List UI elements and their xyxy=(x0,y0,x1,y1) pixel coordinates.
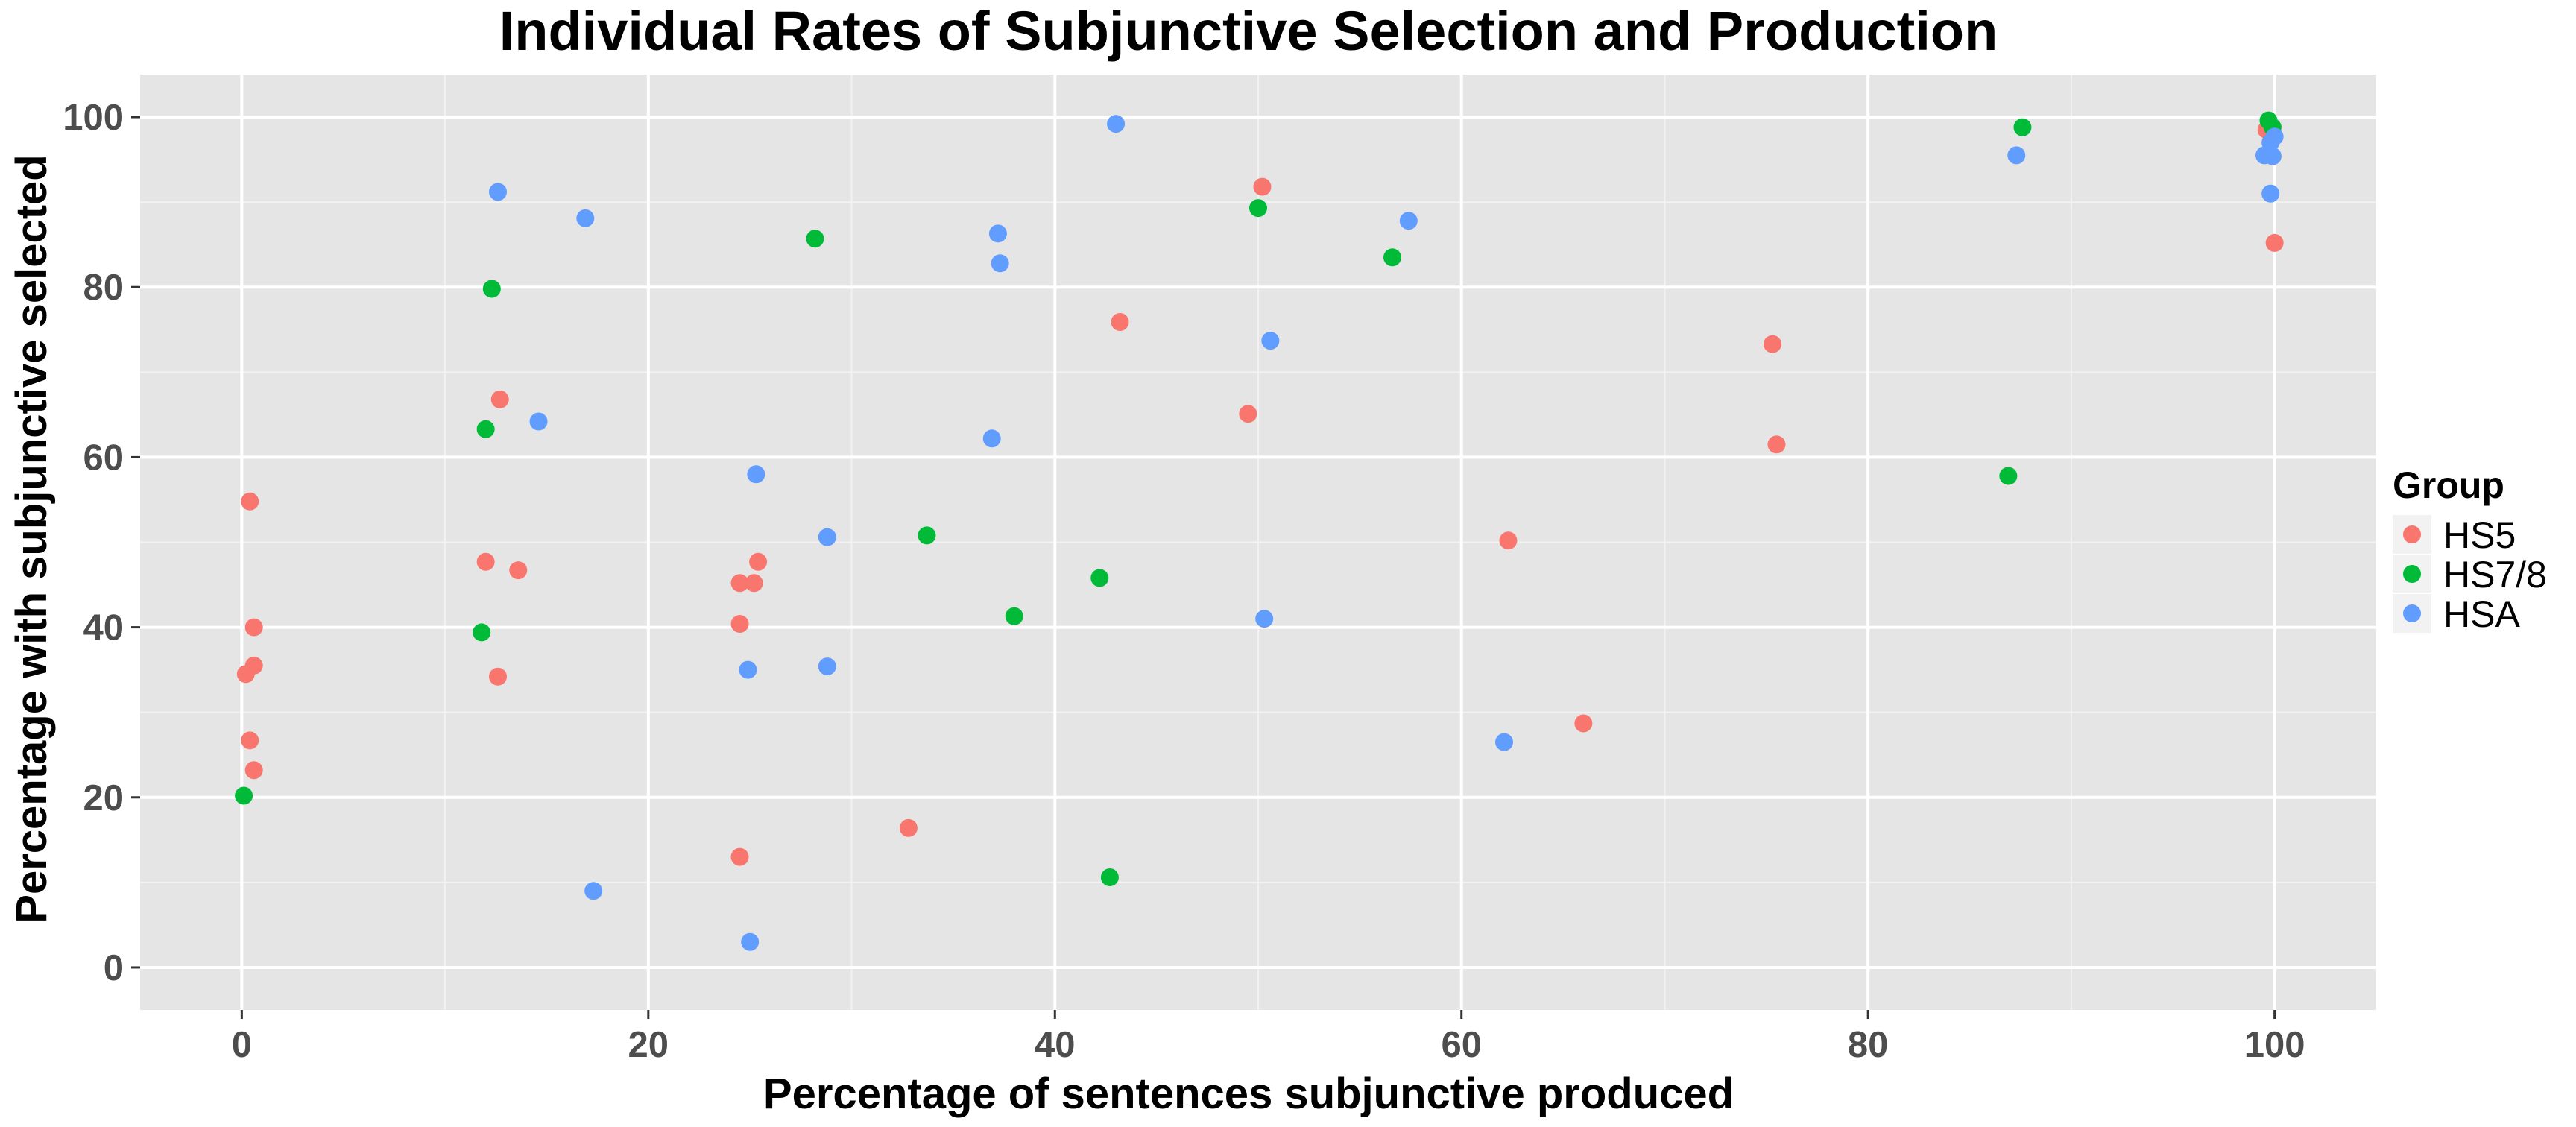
y-tick-label: 0 xyxy=(104,948,124,988)
data-point xyxy=(236,665,255,684)
data-point xyxy=(745,574,763,593)
y-tick-label: 20 xyxy=(83,778,124,818)
data-point xyxy=(749,552,768,571)
x-tick-label: 40 xyxy=(1035,1025,1076,1065)
chart-title: Individual Rates of Subjunctive Selectio… xyxy=(499,0,1998,62)
data-point xyxy=(244,618,263,637)
data-point xyxy=(991,254,1009,273)
legend-title: Group xyxy=(2393,464,2504,506)
data-point xyxy=(529,412,548,431)
data-point xyxy=(1399,212,1418,230)
y-tick-label: 100 xyxy=(63,98,124,138)
legend-label: HS7/8 xyxy=(2443,554,2547,596)
y-tick-label: 60 xyxy=(83,438,124,478)
data-point xyxy=(2263,147,2282,165)
x-axis: 0 20 40 60 80 100 xyxy=(232,1010,2305,1065)
data-point xyxy=(584,882,603,900)
data-point xyxy=(235,786,253,805)
data-point xyxy=(982,429,1001,448)
data-point xyxy=(576,209,595,227)
data-point xyxy=(1764,335,1781,353)
data-point xyxy=(2265,233,2284,252)
data-points xyxy=(235,111,2284,951)
data-point xyxy=(1253,177,1272,196)
data-point xyxy=(476,420,495,438)
data-point xyxy=(730,615,749,634)
data-point xyxy=(1495,733,1513,751)
data-point xyxy=(489,183,507,201)
data-point xyxy=(818,528,836,546)
data-point xyxy=(2261,184,2280,203)
data-point xyxy=(509,561,528,580)
x-axis-title: Percentage of sentences subjunctive prod… xyxy=(763,1070,1734,1118)
data-point xyxy=(1255,610,1274,628)
data-point xyxy=(806,230,824,248)
data-point xyxy=(1261,332,1280,350)
data-point xyxy=(1107,115,1126,133)
x-tick-label: 20 xyxy=(628,1025,669,1065)
data-point xyxy=(1999,467,2018,485)
data-point xyxy=(1767,435,1786,454)
y-tick-label: 40 xyxy=(83,608,124,648)
data-point xyxy=(739,660,757,679)
data-point xyxy=(1383,248,1401,267)
data-point xyxy=(2013,118,2032,136)
data-point xyxy=(489,667,507,686)
data-point xyxy=(1111,313,1129,332)
y-axis-title: Percentage with subjunctive selected xyxy=(7,154,56,923)
data-point xyxy=(918,526,936,545)
data-point xyxy=(730,574,749,593)
x-tick-label: 80 xyxy=(1848,1025,1889,1065)
grid-major xyxy=(140,75,2376,1010)
data-point xyxy=(1090,569,1109,587)
data-point xyxy=(244,761,263,780)
data-point xyxy=(490,390,509,408)
x-tick-label: 0 xyxy=(232,1025,252,1065)
data-point xyxy=(241,492,259,511)
data-point xyxy=(988,224,1007,243)
legend-label: HSA xyxy=(2443,593,2520,635)
data-point xyxy=(241,731,259,750)
x-tick-label: 60 xyxy=(1441,1025,1482,1065)
data-point xyxy=(818,657,836,676)
legend-label: HS5 xyxy=(2443,514,2516,556)
data-point xyxy=(482,280,501,298)
data-point xyxy=(473,623,491,642)
data-point xyxy=(1499,531,1518,550)
data-point xyxy=(2265,127,2284,146)
legend-marker xyxy=(2403,565,2421,583)
data-point xyxy=(1249,199,1267,218)
data-point xyxy=(1100,868,1119,887)
data-point xyxy=(741,932,760,951)
legend-marker xyxy=(2403,525,2421,543)
y-axis: 0 20 40 60 80 100 xyxy=(63,98,140,988)
data-point xyxy=(899,818,918,837)
x-tick-label: 100 xyxy=(2244,1025,2305,1065)
data-point xyxy=(730,847,749,866)
data-point xyxy=(747,465,765,484)
data-point xyxy=(476,552,495,571)
legend-marker xyxy=(2403,604,2421,622)
data-point xyxy=(2007,146,2026,165)
y-tick-label: 80 xyxy=(83,268,124,308)
data-point xyxy=(1239,405,1257,423)
data-point xyxy=(1574,714,1593,733)
data-point xyxy=(1005,607,1023,625)
